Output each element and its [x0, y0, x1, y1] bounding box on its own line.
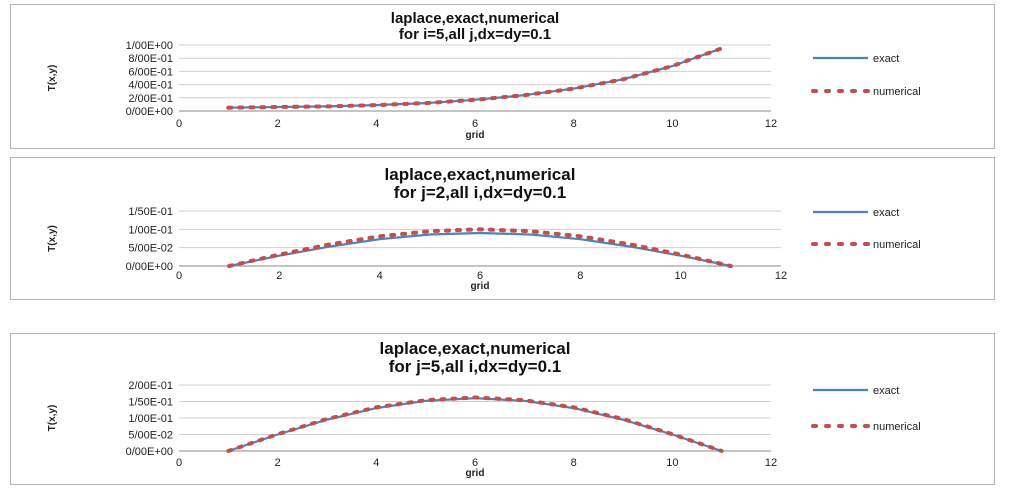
- y-tick-label: 1/00E-01: [128, 413, 173, 425]
- x-tick-label: 8: [577, 270, 583, 282]
- series-line-numerical: [226, 46, 724, 110]
- legend-label: numerical: [873, 239, 921, 251]
- y-axis-label: T(x,y): [47, 405, 58, 432]
- chart-title: laplace,exact,numerical: [391, 10, 559, 27]
- chart-panel-1: laplace,exact,numerical for j=2,all i,dx=…: [10, 157, 995, 300]
- y-tick-label: 6/00E-01: [128, 66, 173, 78]
- y-tick-label: 4/00E-01: [128, 80, 173, 92]
- x-tick-label: 8: [571, 457, 577, 469]
- x-tick-label: 2: [276, 270, 282, 282]
- y-tick-label: 1/00E+00: [126, 40, 173, 52]
- y-axis-label: T(x,y): [47, 225, 58, 252]
- y-tick-label: 2/00E-01: [128, 93, 173, 105]
- legend-label: exact: [873, 385, 899, 397]
- legend-label: numerical: [873, 421, 921, 433]
- legend-label: numerical: [873, 86, 921, 98]
- chart-subtitle: for i=5,all j,dx=dy=0.1: [399, 26, 551, 43]
- x-tick-label: 10: [666, 118, 678, 130]
- x-tick-label: 10: [675, 270, 687, 282]
- y-tick-label: 1/00E-01: [128, 224, 173, 236]
- y-tick-label: 1/50E-01: [128, 397, 173, 409]
- chart-panel-2: laplace,exact,numerical for j=5,all i,dx=…: [10, 333, 995, 485]
- chart-subtitle: for j=2,all i,dx=dy=0.1: [394, 183, 566, 202]
- x-tick-label: 4: [373, 118, 379, 130]
- x-tick-label: 2: [275, 457, 281, 469]
- x-tick-label: 0: [176, 457, 182, 469]
- x-tick-label: 6: [472, 118, 478, 130]
- x-axis-label: grid: [466, 130, 485, 141]
- x-tick-label: 6: [472, 457, 478, 469]
- y-tick-label: 5/00E-02: [128, 243, 173, 255]
- series-line-numerical: [227, 227, 733, 268]
- x-tick-label: 4: [377, 270, 383, 282]
- x-tick-label: 2: [275, 118, 281, 130]
- x-tick-label: 10: [666, 457, 678, 469]
- legend-label: exact: [873, 53, 899, 65]
- y-tick-label: 0/00E+00: [126, 446, 173, 458]
- chart-title: laplace,exact,numerical: [380, 339, 571, 358]
- x-tick-label: 4: [373, 457, 379, 469]
- y-tick-label: 1/50E-01: [128, 206, 173, 218]
- chart-panel-0: laplace,exact,numerical for i=5,all j,dx=…: [10, 4, 995, 149]
- y-tick-label: 0/00E+00: [126, 106, 173, 118]
- series-line-exact: [228, 47, 723, 109]
- x-tick-label: 12: [765, 118, 777, 130]
- series-line-numerical: [226, 395, 724, 453]
- x-tick-label: 0: [176, 118, 182, 130]
- chart-title: laplace,exact,numerical: [385, 165, 576, 184]
- x-axis-label: grid: [466, 468, 485, 479]
- x-tick-label: 12: [775, 270, 787, 282]
- chart-subtitle: for j=5,all i,dx=dy=0.1: [389, 357, 561, 376]
- x-tick-label: 6: [477, 270, 483, 282]
- x-axis-label: grid: [471, 281, 490, 292]
- y-tick-label: 0/00E+00: [126, 261, 173, 273]
- y-tick-label: 8/00E-01: [128, 53, 173, 65]
- x-tick-label: 8: [571, 118, 577, 130]
- series-line-exact: [228, 231, 732, 268]
- x-tick-label: 0: [176, 270, 182, 282]
- y-axis-label: T(x,y): [47, 65, 58, 92]
- x-tick-label: 12: [765, 457, 777, 469]
- legend-label: exact: [873, 207, 899, 219]
- y-tick-label: 2/00E-01: [128, 380, 173, 392]
- y-tick-label: 5/00E-02: [128, 430, 173, 442]
